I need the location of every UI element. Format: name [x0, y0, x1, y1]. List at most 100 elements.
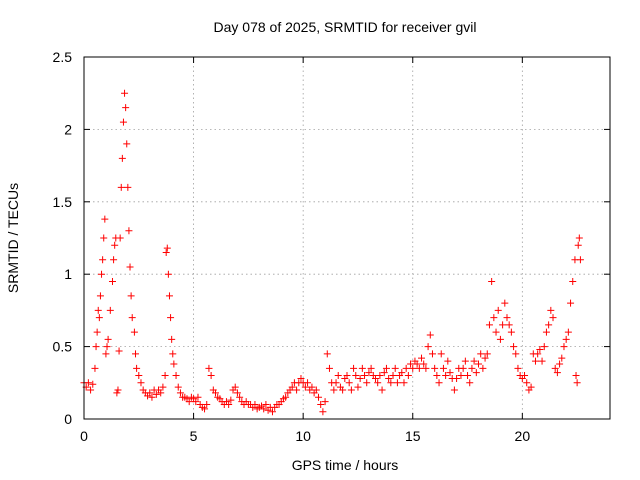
- data-point: [475, 360, 482, 368]
- y-tick-label: 1: [64, 266, 72, 282]
- data-point: [490, 314, 498, 322]
- data-point: [282, 393, 290, 401]
- data-point: [130, 328, 138, 336]
- data-point: [453, 374, 461, 382]
- chart-title: Day 078 of 2025, SRMTID for receiver gvi…: [214, 19, 477, 35]
- data-point: [323, 350, 331, 358]
- data-point: [371, 374, 379, 382]
- x-tick-label: 0: [80, 428, 88, 444]
- y-tick-label: 0: [64, 411, 72, 427]
- data-point: [380, 369, 388, 377]
- data-point: [100, 234, 108, 242]
- data-point: [315, 393, 323, 401]
- data-point: [345, 379, 353, 387]
- data-point: [96, 292, 104, 300]
- data-point: [413, 360, 421, 368]
- data-point: [567, 299, 575, 307]
- data-point: [185, 398, 193, 406]
- data-point: [387, 379, 395, 387]
- data-point: [365, 369, 373, 377]
- data-point: [104, 335, 112, 343]
- data-point: [124, 183, 132, 191]
- data-point: [562, 335, 570, 343]
- data-point: [378, 386, 386, 394]
- data-point: [444, 357, 452, 365]
- data-point: [415, 364, 423, 372]
- data-point: [260, 405, 268, 413]
- data-point: [262, 401, 270, 409]
- data-point: [334, 372, 342, 380]
- data-point: [325, 364, 333, 372]
- data-point: [268, 408, 276, 416]
- data-point: [288, 383, 296, 391]
- data-point: [116, 234, 124, 242]
- data-point: [128, 314, 136, 322]
- data-point: [382, 364, 390, 372]
- data-point: [468, 364, 476, 372]
- data-point: [534, 350, 542, 358]
- data-point: [163, 244, 171, 252]
- data-point: [433, 372, 441, 380]
- data-point: [99, 256, 107, 264]
- data-point: [201, 405, 209, 413]
- data-point: [363, 379, 371, 387]
- data-point: [496, 335, 504, 343]
- data-point: [132, 350, 140, 358]
- plot-frame: [83, 56, 611, 420]
- data-point: [477, 350, 485, 358]
- data-point: [176, 389, 184, 397]
- data-point: [531, 357, 539, 365]
- data-point: [95, 314, 103, 322]
- data-point: [538, 357, 546, 365]
- data-point: [203, 401, 211, 409]
- data-point: [385, 374, 393, 382]
- data-point: [470, 357, 478, 365]
- data-point: [358, 364, 366, 372]
- grid-layer: [84, 57, 610, 419]
- data-point: [402, 364, 410, 372]
- data-point: [512, 350, 520, 358]
- x-axis-label: GPS time / hours: [292, 457, 399, 473]
- data-point: [422, 364, 430, 372]
- data-point: [428, 350, 436, 358]
- data-point: [361, 372, 369, 380]
- y-axis-label: SRMTID / TECUs: [5, 183, 21, 293]
- data-point: [106, 306, 114, 314]
- data-point: [376, 372, 384, 380]
- data-point: [481, 354, 489, 362]
- data-point: [339, 386, 347, 394]
- data-point: [319, 408, 327, 416]
- data-point: [521, 372, 529, 380]
- data-point: [442, 372, 450, 380]
- data-point: [503, 314, 511, 322]
- y-tick-label: 1.5: [53, 194, 73, 210]
- data-point: [439, 364, 447, 372]
- data-point: [125, 227, 133, 235]
- data-point: [119, 118, 127, 126]
- data-point: [564, 328, 572, 336]
- data-point: [426, 331, 434, 339]
- data-point: [510, 343, 518, 351]
- ticks-layer: [83, 56, 610, 420]
- data-point: [194, 393, 202, 401]
- data-point: [231, 383, 239, 391]
- data-point: [352, 372, 360, 380]
- data-point: [576, 256, 584, 264]
- data-point: [172, 372, 180, 380]
- data-point: [569, 277, 577, 285]
- data-point: [514, 364, 522, 372]
- data-point: [98, 270, 106, 278]
- data-point: [117, 183, 125, 191]
- data-point: [391, 364, 399, 372]
- data-point: [123, 140, 131, 148]
- data-point: [547, 306, 555, 314]
- data-point: [167, 314, 175, 322]
- data-point: [137, 379, 145, 387]
- data-point: [118, 154, 126, 162]
- data-point: [488, 277, 496, 285]
- data-point: [87, 386, 95, 394]
- data-point: [192, 398, 200, 406]
- tick-labels-layer: 0 0.5 1 1.5 2 2.5 0 5 10 15 20: [53, 49, 531, 444]
